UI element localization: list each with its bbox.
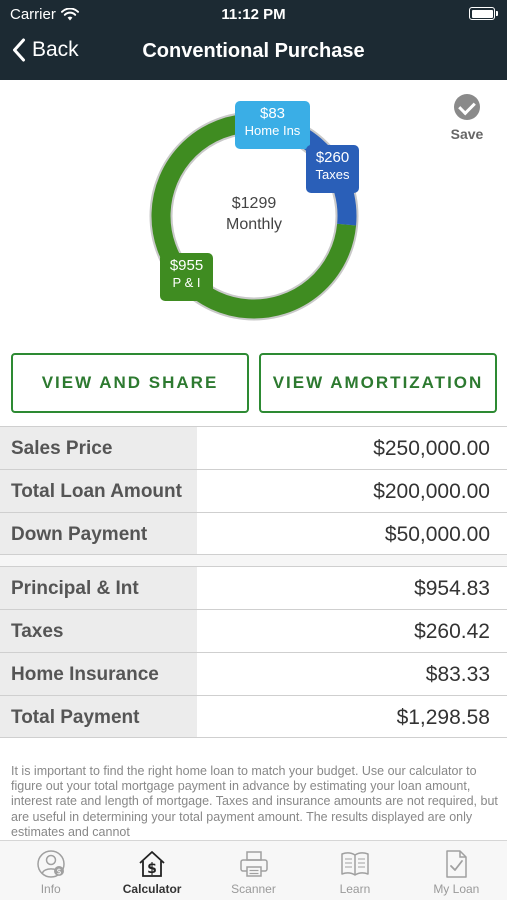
table-row: Down Payment $50,000.00 xyxy=(0,512,507,555)
table-row: Taxes $260.42 xyxy=(0,609,507,652)
book-icon xyxy=(341,852,369,876)
tab-learn[interactable]: Learn xyxy=(304,841,405,900)
person-dollar-icon: $ xyxy=(36,850,65,878)
svg-text:$: $ xyxy=(56,867,61,876)
row-value: $954.83 xyxy=(414,577,490,600)
pi-slice-value: $955 xyxy=(169,257,204,274)
row-label: Down Payment xyxy=(11,524,148,545)
tab-label: Calculator xyxy=(122,882,182,896)
table-row: Sales Price $250,000.00 xyxy=(0,426,507,469)
pi-slice-label: $955 P & I xyxy=(160,253,213,301)
row-value: $50,000.00 xyxy=(384,523,490,546)
chart-center-amount: $1299 xyxy=(231,195,277,212)
save-button[interactable]: Save xyxy=(447,94,487,142)
printer-icon xyxy=(239,851,268,877)
loan-details-table: Sales Price $250,000.00 Total Loan Amoun… xyxy=(0,426,507,555)
save-button-label: Save xyxy=(450,126,484,142)
tab-calculator[interactable]: $ Calculator xyxy=(101,841,202,900)
row-value: $260.42 xyxy=(414,620,490,643)
app-header: Carrier 11:12 PM Back Conventional Purch… xyxy=(0,0,507,80)
home-ins-slice-name: Home Ins xyxy=(244,123,301,138)
table-row: Principal & Int $954.83 xyxy=(0,566,507,609)
checkmark-circle-icon xyxy=(454,94,480,120)
tab-label: Learn xyxy=(339,882,371,896)
payment-breakdown-chart: $1299 Monthly $83 Home Ins $260 Taxes $9… xyxy=(0,80,507,342)
table-row: Total Payment $1,298.58 xyxy=(0,695,507,738)
status-bar: Carrier 11:12 PM xyxy=(0,0,507,28)
row-value: $250,000.00 xyxy=(373,437,490,460)
back-button-label: Back xyxy=(32,38,79,61)
chart-center-label: Monthly xyxy=(225,216,283,233)
tab-label: My Loan xyxy=(433,882,480,896)
document-check-icon xyxy=(446,850,468,878)
navigation-bar: Back Conventional Purchase xyxy=(0,28,507,80)
tab-label: Info xyxy=(40,882,61,896)
home-ins-slice-value: $83 xyxy=(259,105,286,122)
table-row: Home Insurance $83.33 xyxy=(0,652,507,695)
wifi-icon xyxy=(60,8,79,21)
chevron-left-icon xyxy=(13,38,25,62)
back-button[interactable]: Back xyxy=(12,38,79,62)
status-time: 11:12 PM xyxy=(221,6,286,23)
svg-text:$: $ xyxy=(147,861,157,877)
taxes-slice-value: $260 xyxy=(315,149,350,166)
tab-info[interactable]: $ Info xyxy=(0,841,101,900)
row-value: $200,000.00 xyxy=(373,480,490,503)
row-label: Total Loan Amount xyxy=(11,481,182,502)
row-label: Taxes xyxy=(11,621,64,642)
battery-icon xyxy=(469,7,498,20)
row-label: Sales Price xyxy=(11,438,113,459)
section-divider xyxy=(0,555,507,566)
view-amortization-button[interactable]: VIEW AMORTIZATION xyxy=(259,353,497,413)
tab-label: Scanner xyxy=(231,882,276,896)
row-value: $83.33 xyxy=(425,663,490,686)
payment-details-table: Principal & Int $954.83 Taxes $260.42 Ho… xyxy=(0,566,507,738)
row-label: Home Insurance xyxy=(11,664,159,685)
row-value: $1,298.58 xyxy=(396,706,490,729)
taxes-slice-label: $260 Taxes xyxy=(306,145,359,193)
carrier-indicator: Carrier xyxy=(10,6,79,23)
taxes-slice-name: Taxes xyxy=(315,167,350,182)
carrier-name: Carrier xyxy=(10,6,56,23)
tab-scanner[interactable]: Scanner xyxy=(203,841,304,900)
home-ins-slice-label: $83 Home Ins xyxy=(235,101,310,149)
tab-bar: $ Info $ Calculator Scanner xyxy=(0,840,507,900)
house-dollar-icon: $ xyxy=(139,851,165,877)
table-row: Total Loan Amount $200,000.00 xyxy=(0,469,507,512)
row-label: Principal & Int xyxy=(11,578,139,599)
row-label: Total Payment xyxy=(11,707,140,728)
pi-slice-name: P & I xyxy=(172,275,201,290)
tab-my-loan[interactable]: My Loan xyxy=(406,841,507,900)
view-and-share-button[interactable]: VIEW AND SHARE xyxy=(11,353,249,413)
disclaimer-text: It is important to find the right home l… xyxy=(11,764,498,838)
